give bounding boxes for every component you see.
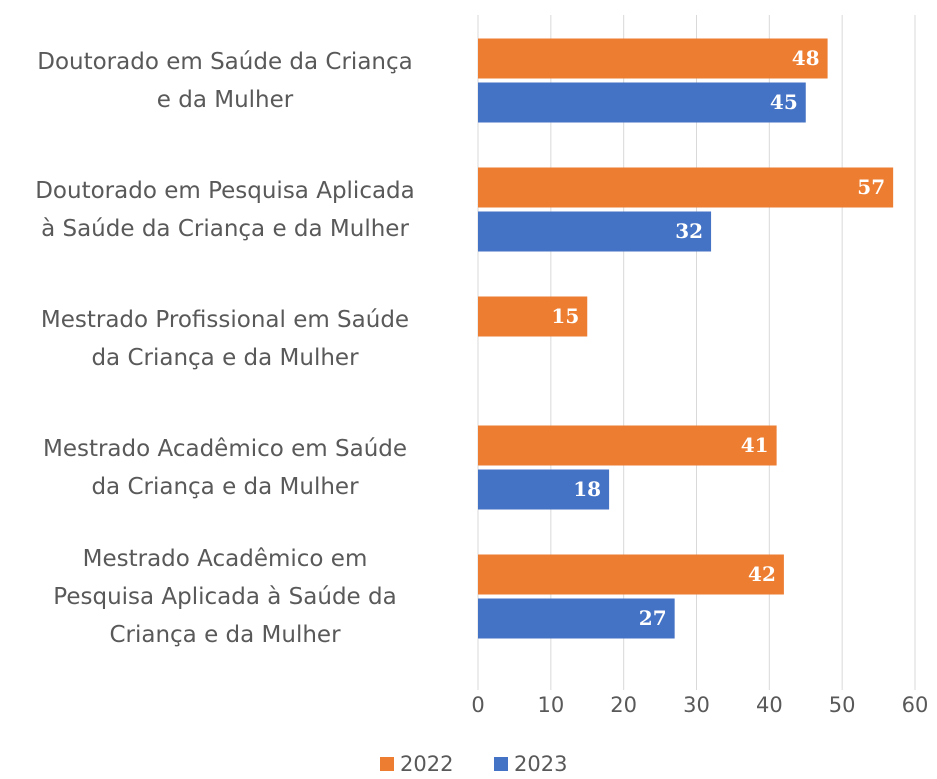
y-tick-label: Mestrado Profissional em Saúde da Crianç… bbox=[40, 306, 410, 371]
data-label: 42 bbox=[748, 562, 776, 586]
y-tick-label: Mestrado Acadêmico em Pesquisa Aplicada … bbox=[53, 545, 397, 648]
data-label: 48 bbox=[792, 46, 820, 70]
data-label: 32 bbox=[675, 219, 703, 243]
x-tick-label: 60 bbox=[902, 693, 929, 717]
bar bbox=[478, 598, 675, 639]
bar bbox=[478, 554, 784, 595]
x-tick-label: 0 bbox=[471, 693, 484, 717]
y-tick-label: Mestrado Acadêmico em Saúde da Criança e… bbox=[42, 435, 408, 500]
legend-label: 2023 bbox=[514, 752, 567, 776]
legend-swatch bbox=[494, 757, 508, 771]
x-tick-label: 20 bbox=[610, 693, 637, 717]
legend-swatch bbox=[380, 757, 394, 771]
x-tick-label: 40 bbox=[756, 693, 783, 717]
x-tick-label: 50 bbox=[829, 693, 856, 717]
data-label: 18 bbox=[573, 477, 601, 501]
x-tick-label: 10 bbox=[537, 693, 564, 717]
x-tick-label: 30 bbox=[683, 693, 710, 717]
bar bbox=[478, 425, 777, 466]
bar bbox=[478, 296, 588, 337]
data-label: 41 bbox=[741, 433, 769, 457]
legend-label: 2022 bbox=[400, 752, 453, 776]
data-label: 15 bbox=[551, 304, 579, 328]
y-tick-label: Doutorado em Saúde da Criança e da Mulhe… bbox=[37, 48, 413, 113]
bar bbox=[478, 167, 894, 208]
y-tick-label: Doutorado em Pesquisa Aplicada à Saúde d… bbox=[35, 177, 415, 242]
bar bbox=[478, 211, 712, 252]
bar bbox=[478, 82, 806, 123]
data-label: 45 bbox=[770, 90, 798, 114]
data-label: 57 bbox=[857, 175, 885, 199]
data-label: 27 bbox=[639, 606, 667, 630]
bar bbox=[478, 38, 828, 79]
bar bbox=[478, 469, 610, 510]
